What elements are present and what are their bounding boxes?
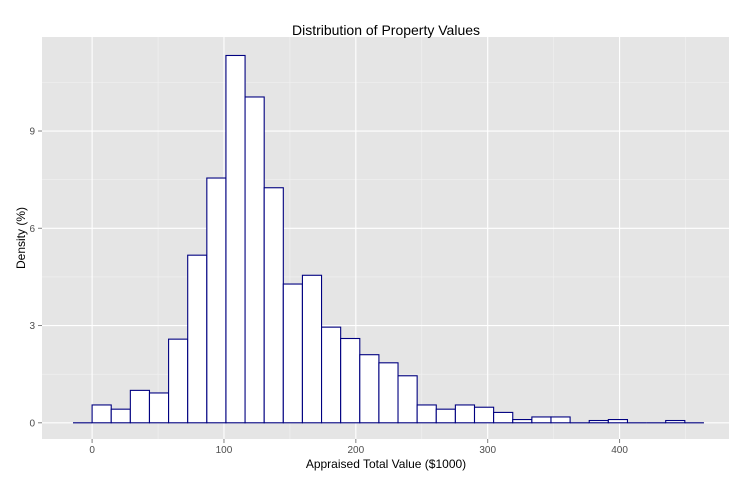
y-tick-label: 3	[29, 321, 35, 332]
histogram-bar	[588, 419, 609, 424]
histogram-bar	[550, 416, 571, 424]
x-tick-label: 400	[611, 445, 628, 456]
histogram-bar	[320, 326, 342, 424]
histogram-bar	[187, 254, 208, 424]
y-tick-label: 6	[29, 224, 35, 235]
x-axis-ticks: 0 100 200 300 400	[89, 439, 628, 456]
y-tick-label: 9	[29, 127, 35, 138]
y-axis-label: Density (%)	[14, 207, 28, 269]
histogram-bar	[244, 96, 265, 424]
y-axis-ticks: 0 3 6 9	[29, 127, 42, 429]
histogram-bar	[110, 408, 131, 424]
histogram-bar	[435, 408, 456, 424]
histogram-bar	[607, 418, 629, 424]
histogram-bar	[148, 392, 170, 424]
x-tick-label: 100	[216, 445, 233, 456]
histogram-bar	[493, 411, 514, 424]
chart-title: Distribution of Property Values	[292, 22, 480, 38]
histogram-bar	[129, 389, 151, 424]
histogram-bar	[282, 283, 303, 424]
histogram-bar	[263, 187, 284, 424]
histogram-bar	[397, 375, 418, 424]
histogram-bars	[72, 54, 704, 424]
histogram-bar	[359, 354, 380, 424]
x-tick-label: 0	[89, 445, 95, 456]
histogram-bar	[378, 362, 399, 424]
histogram-bar	[531, 416, 552, 424]
x-axis-label: Appraised Total Value ($1000)	[306, 457, 466, 471]
histogram-bar	[512, 418, 533, 424]
x-tick-label: 200	[347, 445, 364, 456]
histogram-bar	[473, 406, 495, 424]
histogram-bar	[416, 404, 437, 424]
histogram-bar	[340, 337, 361, 424]
histogram-bar	[301, 274, 323, 424]
histogram-bar	[454, 404, 476, 424]
histogram-bar	[168, 338, 189, 424]
y-tick-label: 0	[29, 418, 35, 429]
x-tick-label: 300	[479, 445, 496, 456]
histogram-bar	[206, 177, 227, 424]
histogram-bar	[91, 404, 112, 424]
histogram-bar	[225, 54, 246, 424]
histogram-bar	[665, 419, 686, 424]
